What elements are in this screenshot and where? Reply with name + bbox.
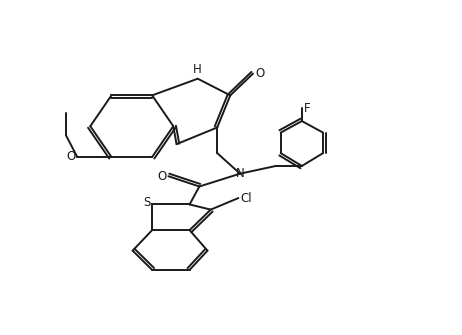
Text: N: N	[236, 167, 244, 180]
Text: O: O	[158, 170, 167, 183]
Text: O: O	[67, 150, 76, 163]
Text: S: S	[143, 196, 151, 209]
Text: H: H	[193, 63, 202, 76]
Text: O: O	[255, 67, 265, 80]
Text: F: F	[304, 102, 310, 115]
Text: Cl: Cl	[240, 192, 252, 205]
